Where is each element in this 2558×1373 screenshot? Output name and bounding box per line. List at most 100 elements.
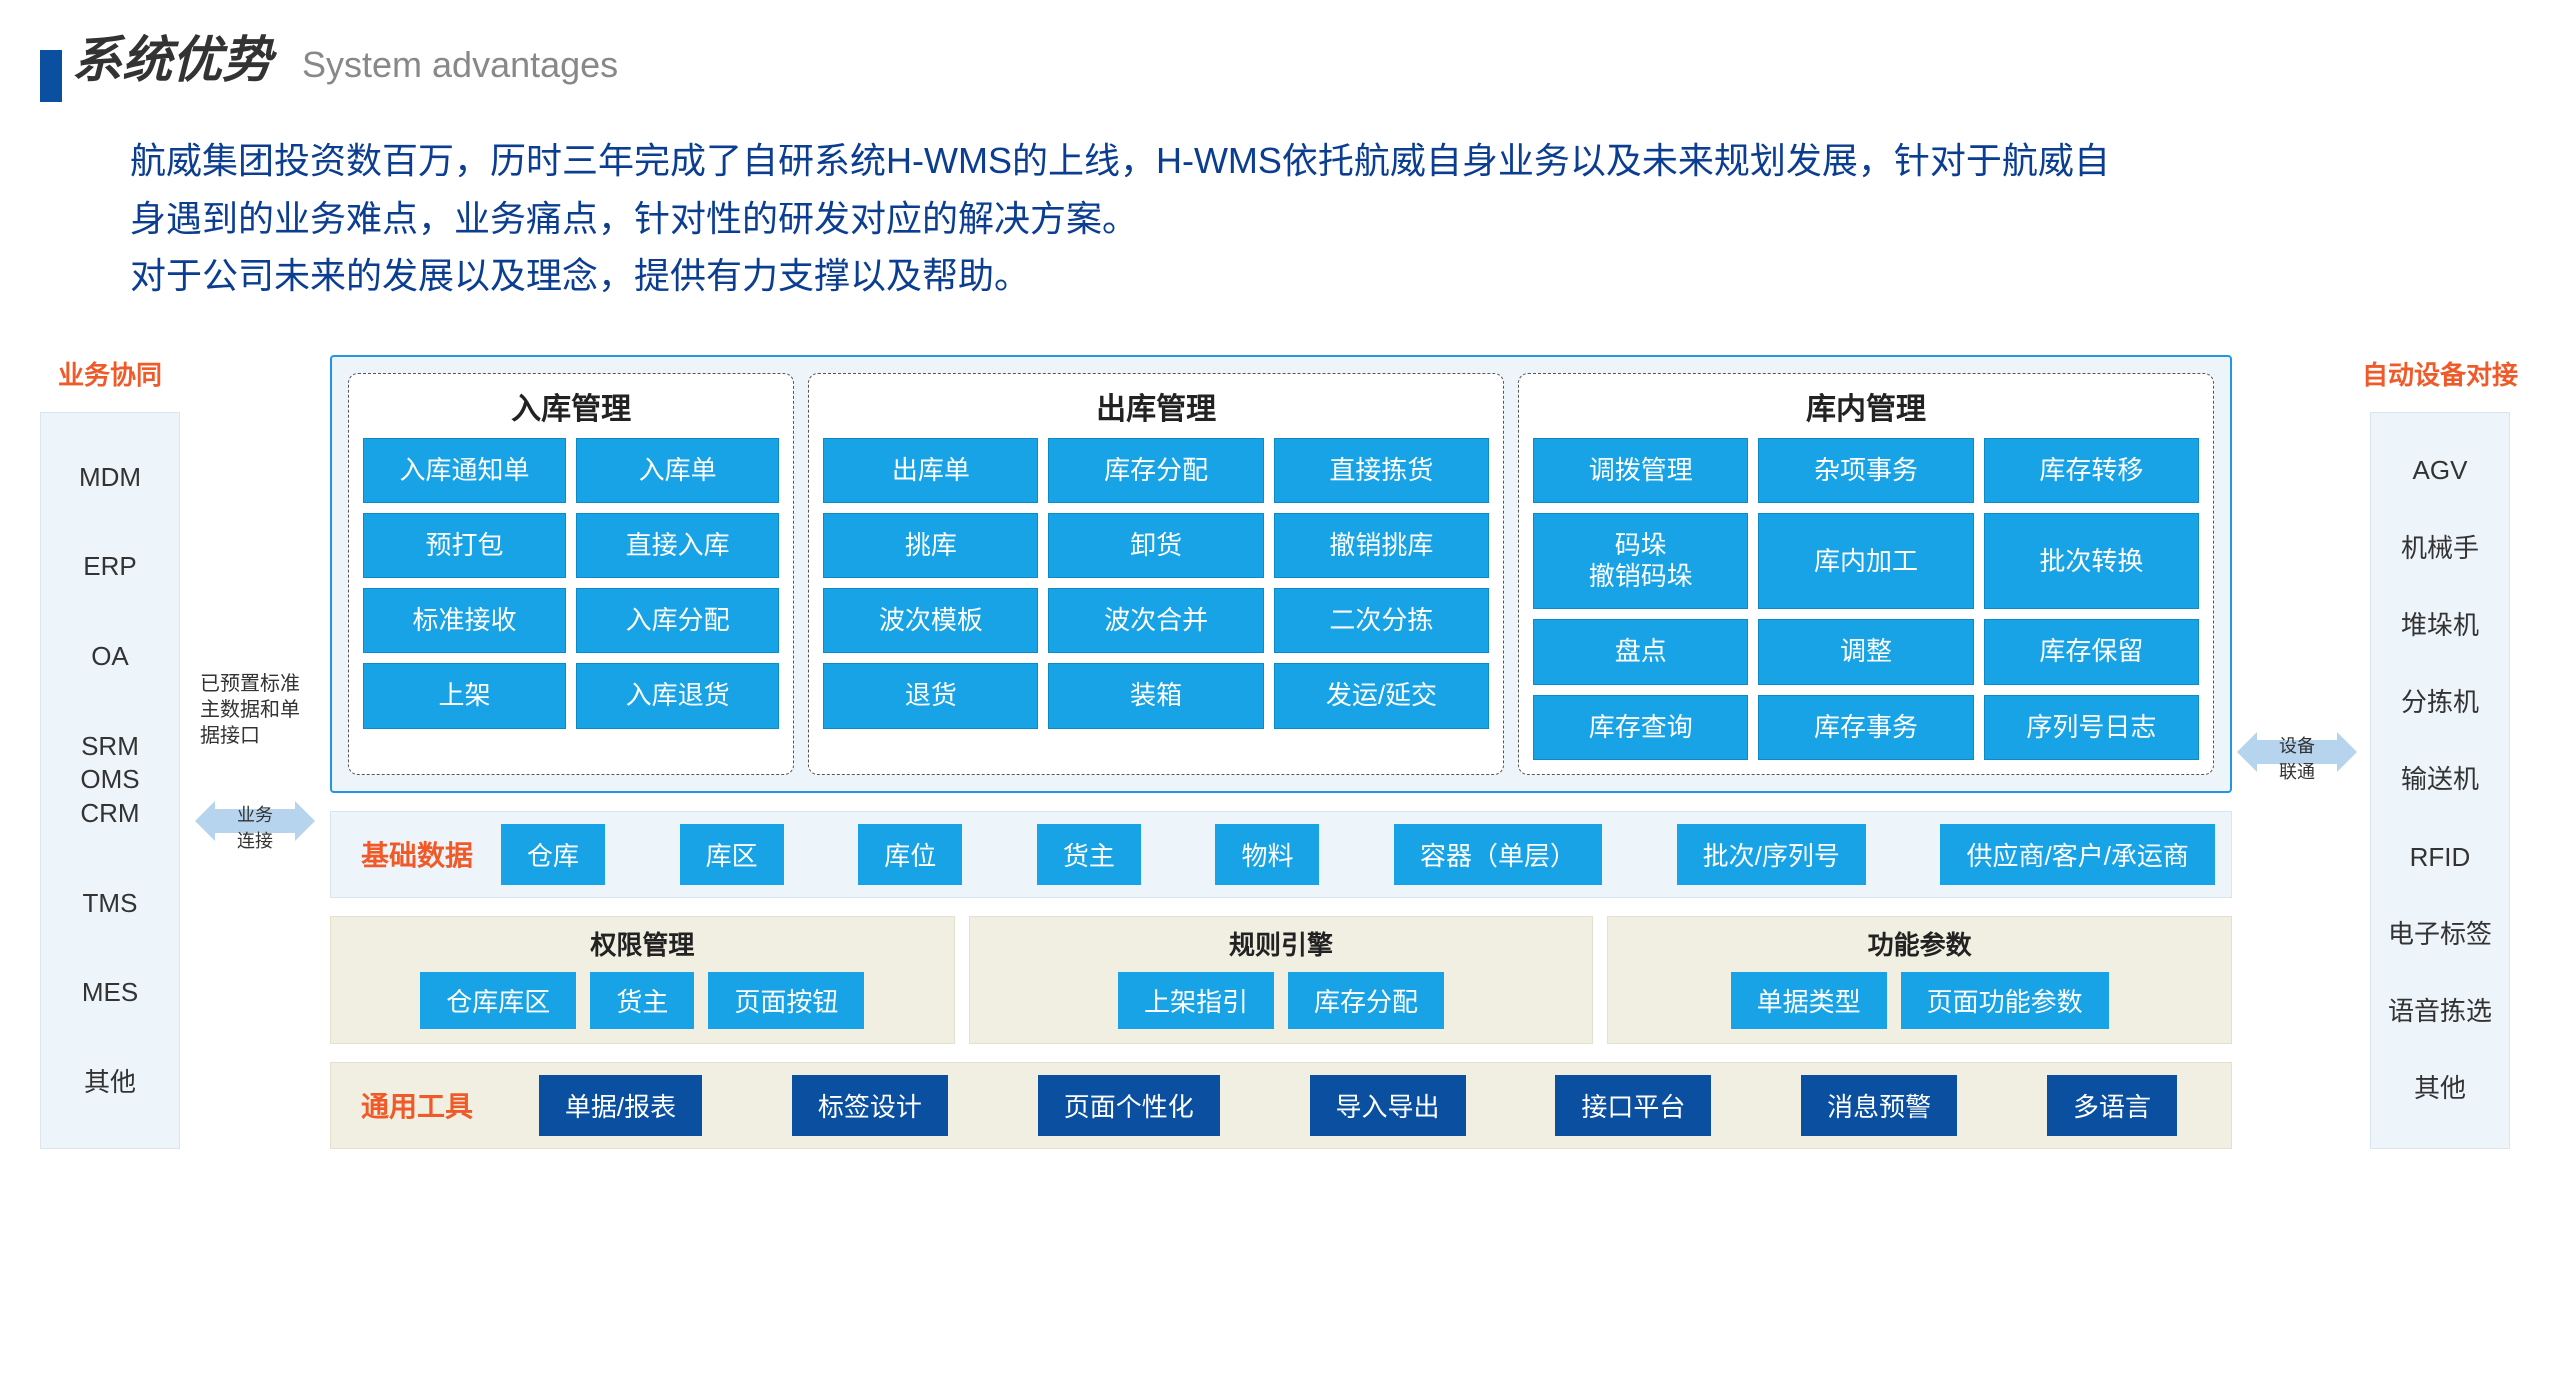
outbound-cell: 出库单 [823,438,1038,503]
rule-chip: 库存分配 [1288,972,1444,1029]
param-group: 功能参数 单据类型页面功能参数 [1607,916,2232,1044]
outbound-group: 出库管理 出库单库存分配直接拣货挑库卸货撤销挑库波次模板波次合并二次分拣退货装箱… [808,373,1504,775]
inhouse-title: 库内管理 [1533,384,2199,428]
intro-text: 航威集团投资数百万，历时三年完成了自研系统H-WMS的上线，H-WMS依托航威自… [130,132,2130,305]
inhouse-cell: 批次转换 [1984,513,2199,609]
inhouse-cell: 库存保留 [1984,619,2199,684]
tools-label: 通用工具 [347,1085,487,1125]
subgroups-row: 权限管理 仓库库区货主页面按钮 规则引擎 上架指引库存分配 功能参数 单据类型页… [330,916,2232,1044]
rule-title: 规则引擎 [984,925,1579,962]
param-items: 单据类型页面功能参数 [1622,972,2217,1029]
left-side-item: MES [82,976,138,1010]
tools-chip: 消息预警 [1801,1075,1957,1136]
inbound-cell: 直接入库 [576,513,779,578]
inbound-cell: 入库退货 [576,663,779,728]
inbound-cell: 入库单 [576,438,779,503]
basic-data-chip: 批次/序列号 [1677,824,1866,885]
inbound-cell: 入库通知单 [363,438,566,503]
basic-data-label: 基础数据 [347,834,487,874]
inhouse-cell: 库存转移 [1984,438,2199,503]
tools-chip: 多语言 [2047,1075,2177,1136]
tools-strip: 通用工具 单据/报表标签设计页面个性化导入导出接口平台消息预警多语言 [330,1062,2232,1149]
inhouse-cell: 盘点 [1533,619,1748,684]
intro-line2: 对于公司未来的发展以及理念，提供有力支撑以及帮助。 [130,247,2130,305]
basic-data-chip: 货主 [1037,824,1141,885]
outbound-cell: 卸货 [1048,513,1263,578]
left-side-box: MDMERPOASRM OMS CRMTMSMES其他 [40,412,180,1149]
outbound-cell: 波次合并 [1048,588,1263,653]
inhouse-cell: 序列号日志 [1984,695,2199,760]
right-arrow-label: 设备 联通 [2257,732,2337,784]
perm-items: 仓库库区货主页面按钮 [345,972,940,1029]
inbound-cell: 标准接收 [363,588,566,653]
management-row: 入库管理 入库通知单入库单预打包直接入库标准接收入库分配上架入库退货 出库管理 … [330,355,2232,793]
tools-chip: 接口平台 [1555,1075,1711,1136]
inhouse-cell: 库存事务 [1758,695,1973,760]
header-row: 系统优势 System advantages [40,20,2518,132]
left-side-item: TMS [83,887,138,921]
outbound-cell: 退货 [823,663,1038,728]
right-side-item: 电子标签 [2388,918,2492,952]
header: 系统优势 System advantages [72,20,618,92]
outbound-grid: 出库单库存分配直接拣货挑库卸货撤销挑库波次模板波次合并二次分拣退货装箱发运/延交 [823,438,1489,729]
basic-data-chip: 仓库 [501,824,605,885]
outbound-cell: 发运/延交 [1274,663,1489,728]
inbound-cell: 上架 [363,663,566,728]
basic-data-chip: 容器（单层） [1394,824,1602,885]
right-side-item: 输送机 [2401,763,2479,797]
rule-chip: 上架指引 [1118,972,1274,1029]
basic-data-chip: 物料 [1215,824,1319,885]
basic-data-items: 仓库 库区 库位 货主 物料 容器（单层） 批次/序列号 供应商/客户/承运商 [501,824,2215,885]
param-title: 功能参数 [1622,925,2217,962]
outbound-cell: 挑库 [823,513,1038,578]
outbound-cell: 二次分拣 [1274,588,1489,653]
outbound-cell: 波次模板 [823,588,1038,653]
inhouse-cell: 调整 [1758,619,1973,684]
perm-title: 权限管理 [345,925,940,962]
center-area: 入库管理 入库通知单入库单预打包直接入库标准接收入库分配上架入库退货 出库管理 … [330,355,2232,1149]
right-column: 自动设备对接 AGV机械手堆垛机分拣机输送机RFID电子标签语音拣选其他 [2362,355,2518,1149]
tools-chip: 单据/报表 [539,1075,702,1136]
basic-data-chip: 库位 [858,824,962,885]
tools-chip: 页面个性化 [1038,1075,1220,1136]
inhouse-cell: 码垛 撤销码垛 [1533,513,1748,609]
basic-data-strip: 基础数据 仓库 库区 库位 货主 物料 容器（单层） 批次/序列号 供应商/客户/承运商 [330,811,2232,898]
intro-line1: 航威集团投资数百万，历时三年完成了自研系统H-WMS的上线，H-WMS依托航威自… [130,132,2130,247]
right-side-item: 其他 [2414,1072,2466,1106]
left-side-item: MDM [79,461,141,495]
inhouse-cell: 杂项事务 [1758,438,1973,503]
left-connector-text: 已预置标准主数据和单据接口 [200,671,310,749]
inhouse-cell: 调拨管理 [1533,438,1748,503]
left-arrow-label: 业务 连接 [215,801,295,853]
inhouse-cell: 库存查询 [1533,695,1748,760]
right-side-item: 分拣机 [2401,686,2479,720]
right-label: 自动设备对接 [2362,355,2518,392]
param-chip: 单据类型 [1731,972,1887,1029]
main-title: 系统优势 [72,20,272,92]
left-side-item: SRM OMS CRM [80,730,139,831]
sub-title: System advantages [302,44,618,86]
outbound-cell: 装箱 [1048,663,1263,728]
perm-chip: 仓库库区 [420,972,576,1029]
left-side-item: 其他 [84,1066,136,1100]
inbound-cell: 预打包 [363,513,566,578]
inbound-grid: 入库通知单入库单预打包直接入库标准接收入库分配上架入库退货 [363,438,779,729]
rule-items: 上架指引库存分配 [984,972,1579,1029]
basic-data-chip: 库区 [680,824,784,885]
inhouse-group: 库内管理 调拨管理杂项事务库存转移码垛 撤销码垛库内加工批次转换盘点调整库存保留… [1518,373,2214,775]
inbound-title: 入库管理 [363,384,779,428]
tools-chip: 标签设计 [792,1075,948,1136]
outbound-cell: 直接拣货 [1274,438,1489,503]
left-arrow: 业务 连接 [215,809,295,833]
outbound-title: 出库管理 [823,384,1489,428]
perm-chip: 页面按钮 [708,972,864,1029]
right-connector: 设备 联通 [2252,355,2342,1149]
right-side-item: AGV [2413,454,2468,488]
inbound-group: 入库管理 入库通知单入库单预打包直接入库标准接收入库分配上架入库退货 [348,373,794,775]
inhouse-cell: 库内加工 [1758,513,1973,609]
perm-chip: 货主 [590,972,694,1029]
left-connector: 已预置标准主数据和单据接口 业务 连接 [200,355,310,1149]
basic-data-chip: 供应商/客户/承运商 [1940,824,2214,885]
rule-group: 规则引擎 上架指引库存分配 [969,916,1594,1044]
left-side-item: ERP [83,550,136,584]
